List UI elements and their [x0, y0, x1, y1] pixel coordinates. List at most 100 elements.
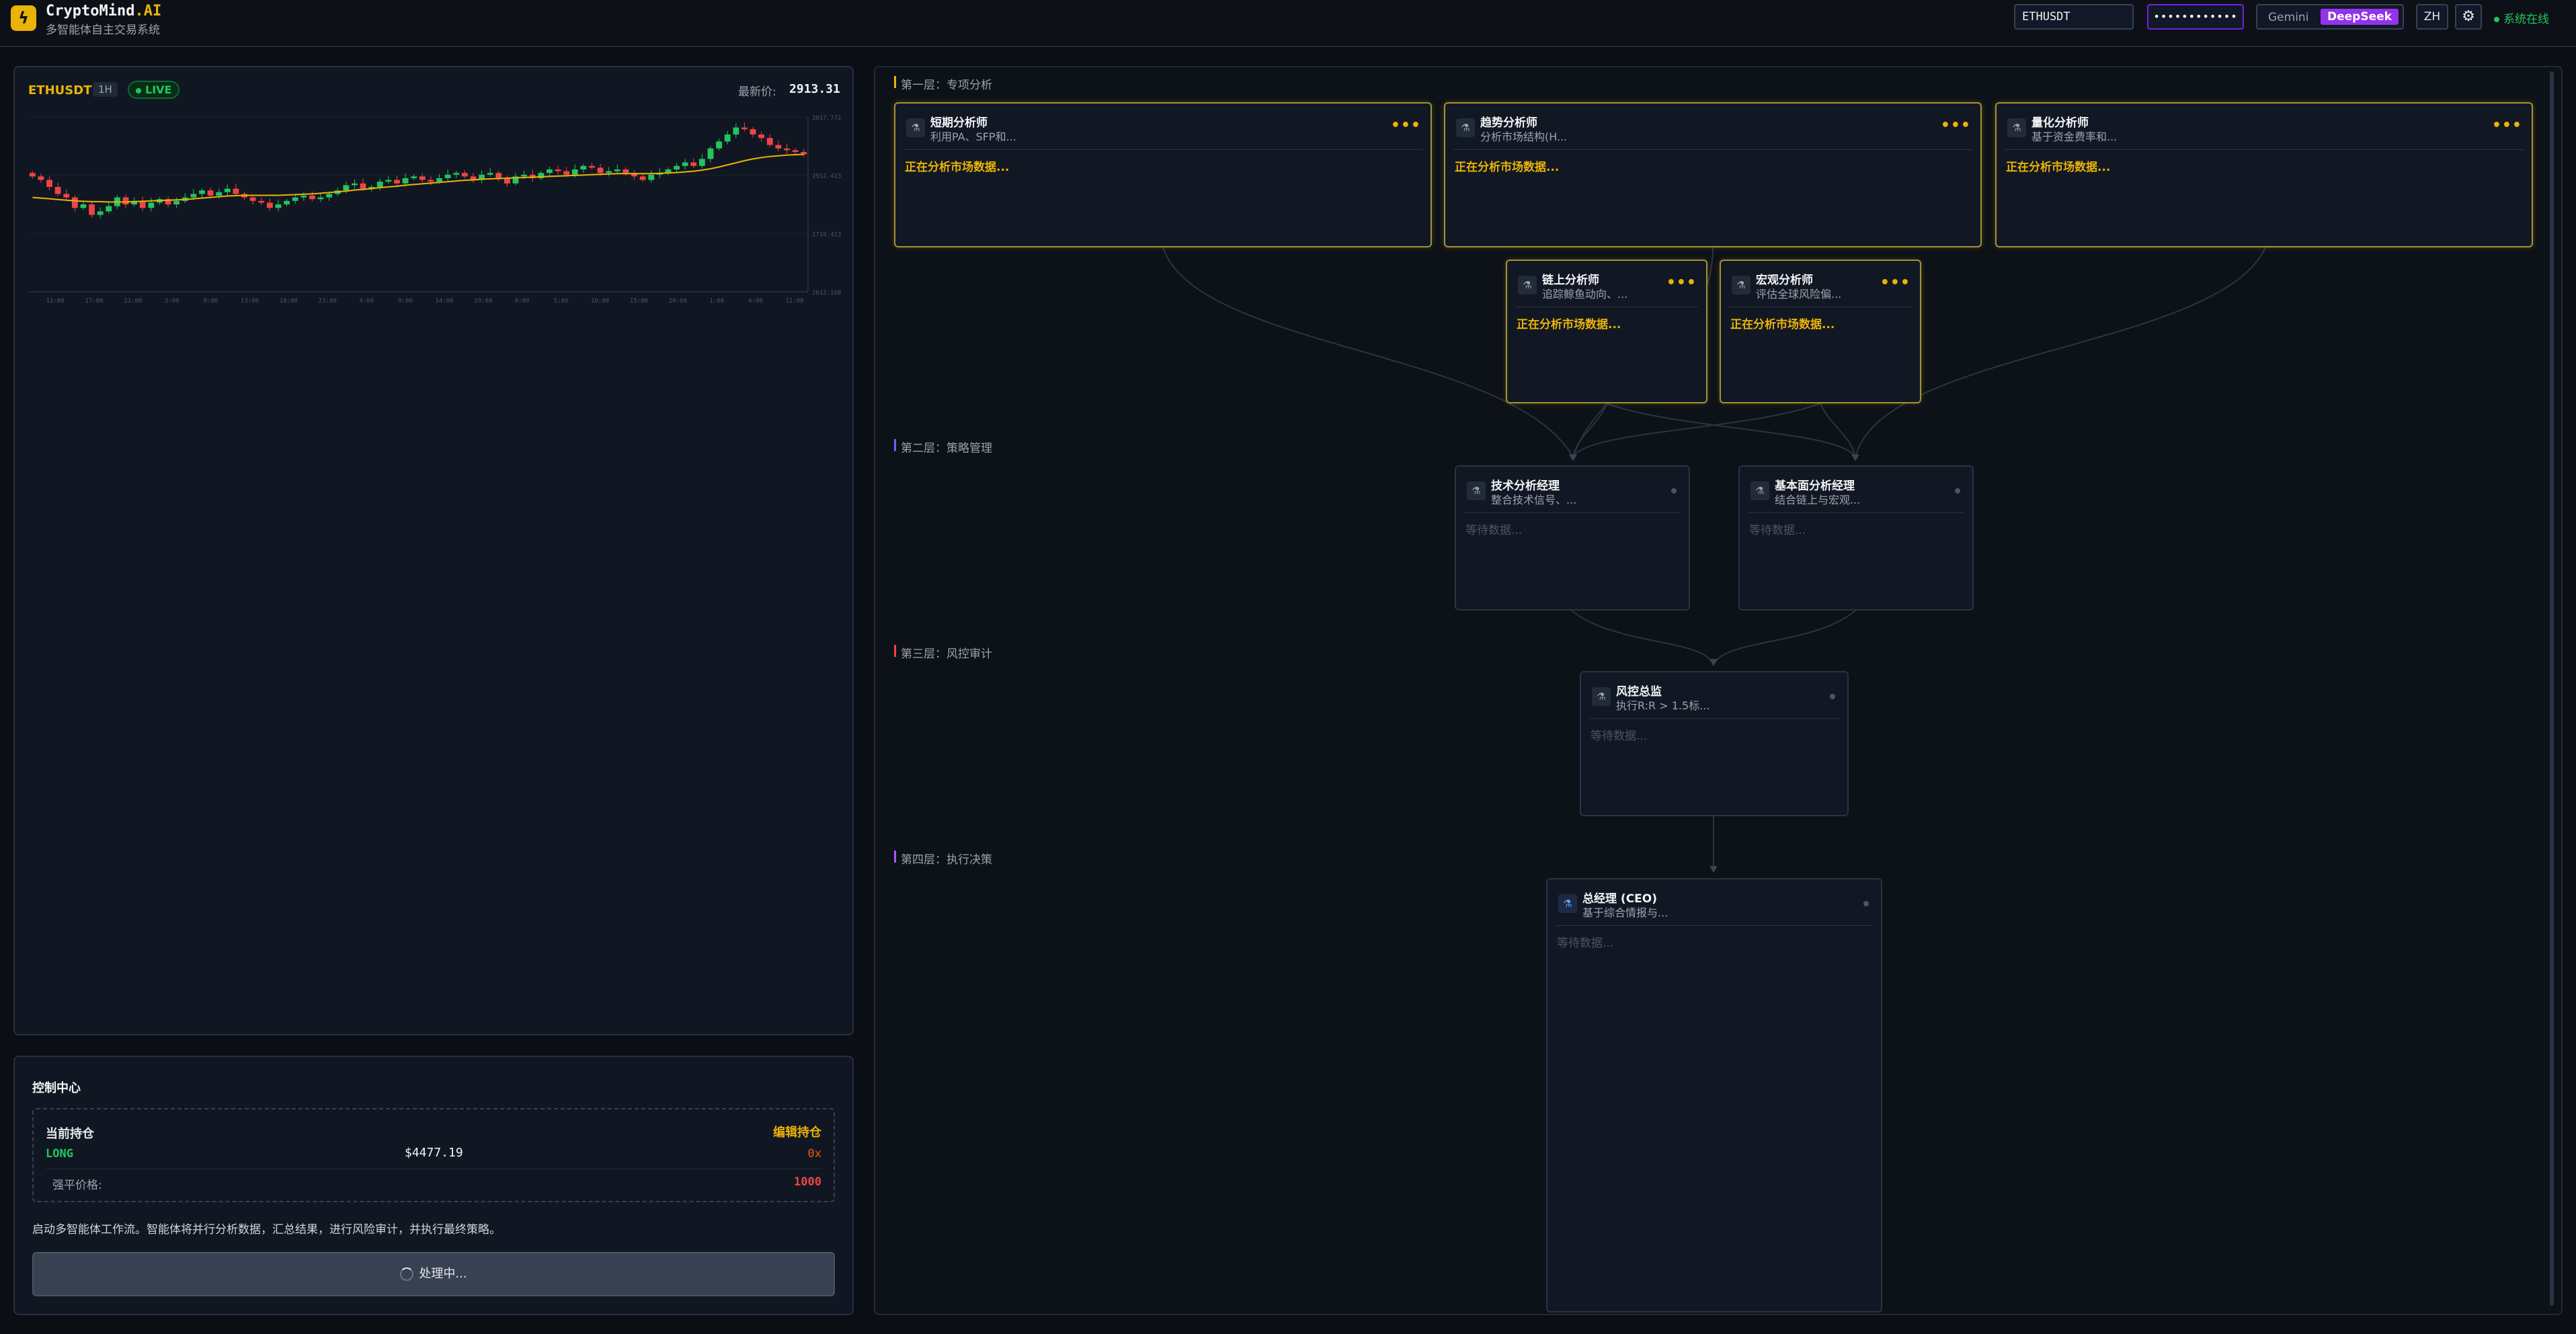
agent-subtitle: 评估全球风险偏...	[1756, 288, 1842, 301]
agent-card-ceo[interactable]: ⚗ 总经理 (CEO) 基于综合情报与... 等待数据...	[1546, 878, 1882, 1312]
ellipsis-icon: •••	[2491, 117, 2522, 134]
candle-body	[563, 171, 570, 175]
candle-body	[352, 183, 358, 186]
position-value: $4477.19	[405, 1146, 463, 1160]
connector-fund-to-risk	[1713, 610, 1856, 666]
settings-button[interactable]: ⚙	[2455, 4, 2482, 30]
candle-body	[444, 174, 451, 178]
agent-card-quant[interactable]: ⚗ 量化分析师 基于资金费率和... ••• 正在分析市场数据...	[1995, 102, 2533, 247]
symbol-input[interactable]	[2014, 4, 2134, 30]
agent-title: 量化分析师	[2031, 116, 2089, 130]
position-side: LONG	[46, 1147, 73, 1161]
y-tick-label: 3017.7725	[812, 115, 842, 122]
candle-body	[106, 206, 112, 212]
candle-body	[63, 194, 70, 198]
agent-status: 等待数据...	[1557, 937, 1614, 950]
agent-card-macro[interactable]: ⚗ 宏观分析师 评估全球风险偏... ••• 正在分析市场数据...	[1720, 260, 1921, 403]
candle-body	[716, 141, 723, 149]
x-tick-label: 1:00	[709, 298, 724, 305]
language-button[interactable]: ZH	[2416, 4, 2448, 30]
agent-card-risk[interactable]: ⚗ 风控总监 执行R:R > 1.5标... 等待数据...	[1580, 671, 1849, 816]
model-option-deepseek[interactable]: DeepSeek	[2321, 9, 2399, 25]
candle-body	[131, 200, 138, 204]
workflow-description: 启动多智能体工作流。智能体将并行分析数据，汇总结果，进行风险审计，并执行最终策略…	[32, 1223, 501, 1237]
candle-body	[139, 200, 146, 208]
connector-macro-to-tech	[1572, 403, 1821, 458]
candle-body	[343, 185, 350, 191]
x-tick-label: 4:00	[359, 298, 374, 305]
brand-name: CryptoMind	[46, 3, 135, 19]
agent-card-tech-manager[interactable]: ⚗ 技术分析经理 整合技术信号、... 等待数据...	[1455, 465, 1690, 611]
flask-icon: ⚗	[906, 118, 925, 137]
x-tick-label: 9:00	[398, 298, 413, 305]
candle-body	[148, 202, 155, 208]
candle-body	[216, 192, 223, 196]
candle-body	[419, 176, 426, 180]
flask-icon: ⚗	[1750, 481, 1769, 500]
connector-onchain-to-fund	[1606, 403, 1856, 458]
lightning-bolt-icon: ϟ	[11, 5, 36, 31]
agent-title: 技术分析经理	[1491, 479, 1560, 493]
run-workflow-button[interactable]: 处理中...	[32, 1252, 835, 1296]
api-key-input[interactable]: ••••••••••••	[2147, 4, 2244, 30]
agent-card-onchain[interactable]: ⚗ 链上分析师 追踪鲸鱼动向、... ••• 正在分析市场数据...	[1506, 260, 1707, 403]
candle-body	[690, 162, 697, 166]
workflow-scrollbar[interactable]	[2550, 71, 2554, 1306]
agent-status: 等待数据...	[1749, 524, 1806, 537]
candle-body	[97, 211, 104, 215]
candle-body	[190, 194, 197, 198]
candle-body	[487, 173, 493, 175]
agent-title: 基本面分析经理	[1775, 479, 1855, 493]
app-subtitle: 多智能体自主交易系统	[46, 24, 160, 37]
app-header: ϟ CryptoMind.AI 多智能体自主交易系统 •••••••••••• …	[0, 0, 2576, 47]
edit-position-button[interactable]: 编辑持仓	[773, 1126, 821, 1140]
candle-body	[284, 200, 290, 204]
ma-line	[32, 153, 804, 203]
model-option-gemini[interactable]: Gemini	[2268, 11, 2309, 24]
candle-body	[589, 165, 595, 168]
candle-body	[521, 174, 528, 177]
flask-icon: ⚗	[1592, 687, 1611, 706]
chart-timeframe[interactable]: 1H	[93, 82, 118, 97]
agent-card-short-term[interactable]: ⚗ 短期分析师 利用PA、SFP和... ••• 正在分析市场数据...	[894, 102, 1432, 247]
candle-body	[309, 196, 315, 200]
x-tick-label: 11:00	[785, 298, 803, 305]
price-label: 最新价:	[738, 85, 776, 99]
candle-body	[792, 150, 799, 152]
candle-body	[394, 180, 400, 184]
candle-body	[724, 134, 731, 142]
candle-body	[495, 173, 502, 178]
agent-title: 总经理 (CEO)	[1582, 892, 1657, 906]
model-switch[interactable]: Gemini DeepSeek	[2256, 4, 2404, 30]
agent-subtitle: 基于资金费率和...	[2031, 130, 2118, 143]
candle-body	[580, 165, 587, 169]
agent-status: 正在分析市场数据...	[1455, 161, 1560, 174]
candlestick-chart[interactable]: 3017.7725 2912.4130 2710.4130 2612.1680 12:0…	[28, 114, 842, 323]
candle-body	[29, 173, 36, 177]
candle-body	[741, 127, 748, 130]
candle-body	[385, 180, 392, 182]
agent-title: 趋势分析师	[1480, 116, 1537, 130]
agent-status: 正在分析市场数据...	[2006, 161, 2111, 174]
candle-body	[750, 129, 756, 134]
y-tick-label: 2912.4130	[812, 173, 842, 180]
ellipsis-icon: •••	[1390, 117, 1421, 134]
candle-body	[453, 173, 460, 175]
ellipsis-icon: •••	[1666, 274, 1697, 291]
x-tick-label: 12:00	[46, 298, 64, 305]
flask-icon: ⚗	[1732, 276, 1750, 295]
agent-status: 等待数据...	[1591, 730, 1648, 743]
agent-card-trend[interactable]: ⚗ 趋势分析师 分析市场结构(H... ••• 正在分析市场数据...	[1444, 102, 1982, 247]
candle-body	[512, 176, 519, 184]
card-divider	[1464, 512, 1681, 513]
connector-macro-to-fund	[1820, 403, 1856, 458]
candle-body	[300, 196, 307, 198]
candle-body	[368, 187, 375, 189]
gear-icon: ⚙	[2462, 8, 2475, 25]
chart-symbol: ETHUSDT	[28, 83, 92, 97]
x-tick-label: 17:00	[85, 298, 103, 305]
candle-body	[547, 169, 553, 173]
agent-card-fund-manager[interactable]: ⚗ 基本面分析经理 结合链上与宏观... 等待数据...	[1738, 465, 1974, 611]
live-dot-icon	[136, 87, 141, 93]
candle-body	[275, 204, 282, 208]
